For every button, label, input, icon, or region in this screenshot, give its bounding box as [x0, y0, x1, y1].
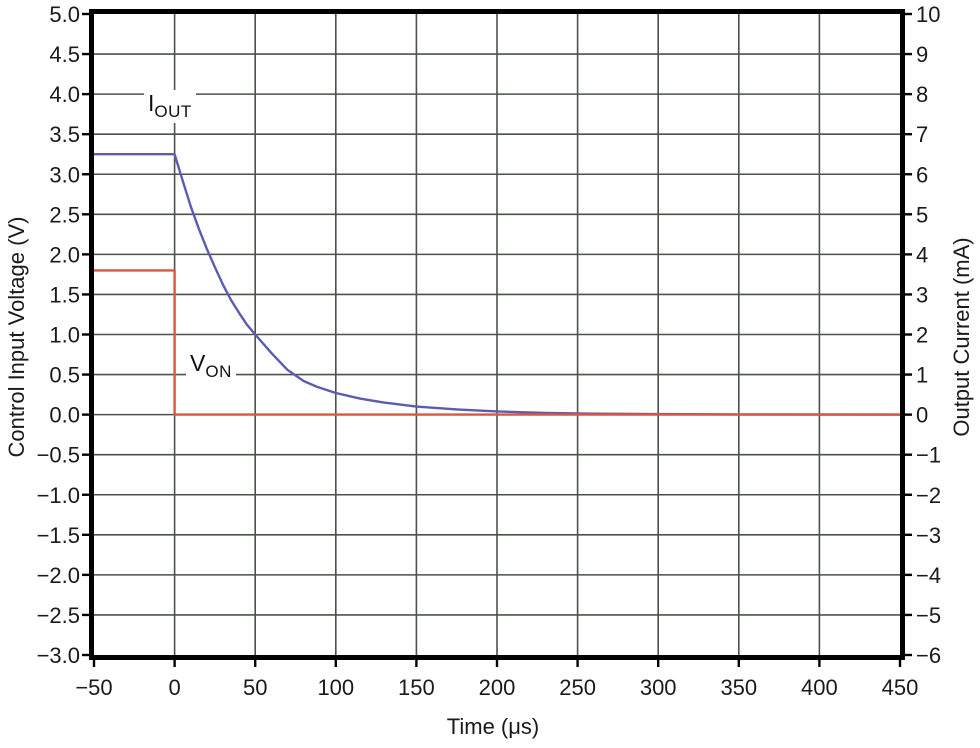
von-curve-label: VON [186, 350, 236, 383]
left-axis-tick-label: 0.5 [49, 363, 80, 388]
right-axis-tick-label: 8 [916, 82, 928, 107]
von-label-main: V [190, 350, 206, 376]
x-axis-tick-label: 50 [243, 675, 267, 700]
left-axis-tick-label: −0.5 [37, 443, 80, 468]
left-axis-tick-label: 4.5 [49, 42, 80, 67]
right-axis-tick-label: −5 [916, 603, 941, 628]
right-axis-tick-label: 1 [916, 363, 928, 388]
right-axis-title: Output Current (mA) [949, 237, 974, 437]
right-axis-tick-label: 7 [916, 122, 928, 147]
x-axis-tick-label: 0 [168, 675, 180, 700]
left-axis-tick-label: 1.5 [49, 282, 80, 307]
right-axis-tick-label: −4 [916, 563, 941, 588]
left-axis-tick-label: 2.5 [49, 202, 80, 227]
left-axis-tick-label: 1.0 [49, 323, 80, 348]
x-axis-tick-label: 100 [317, 675, 354, 700]
x-axis-tick-label: 300 [640, 675, 677, 700]
von-series-line [94, 269, 900, 416]
plot-border [89, 9, 905, 660]
left-axis-tick-label: 3.5 [49, 122, 80, 147]
right-axis-tick-label: 9 [916, 42, 928, 67]
left-axis-tick-label: −1.0 [37, 483, 80, 508]
x-axis-tick-label: 450 [882, 675, 919, 700]
left-axis-tick-label: −2.5 [37, 603, 80, 628]
x-axis-tick-label: 400 [801, 675, 838, 700]
right-axis-tick-label: −2 [916, 483, 941, 508]
x-axis-title: Time (μs) [446, 714, 540, 739]
right-axis-tick-label: 0 [916, 403, 928, 428]
left-axis-tick-label: 5.0 [49, 2, 80, 27]
left-axis-title: Control Input Voltage (V) [4, 216, 29, 458]
right-axis-tick-label: 3 [916, 282, 928, 307]
right-axis-tick-label: 2 [916, 323, 928, 348]
left-axis-tick-label: 4.0 [49, 82, 80, 107]
x-axis-tick-label: −50 [75, 675, 112, 700]
x-axis-tick-label: 150 [398, 675, 435, 700]
left-axis-tick-label: −2.0 [37, 563, 80, 588]
left-axis-tick-label: 2.0 [49, 242, 80, 267]
right-axis-tick-label: −6 [916, 643, 941, 668]
right-axis-tick-label: 5 [916, 202, 928, 227]
right-axis-tick-label: −3 [916, 523, 941, 548]
left-axis-tick-label: −1.5 [37, 523, 80, 548]
right-axis-tick-label: 6 [916, 162, 928, 187]
x-axis-tick-label: 200 [479, 675, 516, 700]
iout-curve-label: IOUT [144, 90, 196, 123]
x-axis-tick-label: 250 [559, 675, 596, 700]
von-label-sub: ON [205, 362, 232, 381]
right-axis-tick-label: 4 [916, 242, 928, 267]
iout-series-line [94, 152, 901, 416]
iout-label-main: I [148, 90, 155, 116]
left-axis-tick-label: 0.0 [49, 403, 80, 428]
left-axis-tick-label: 3.0 [49, 162, 80, 187]
iout-label-sub: OUT [154, 102, 192, 121]
right-axis-tick-label: −1 [916, 443, 941, 468]
left-axis-tick-label: −3.0 [37, 643, 80, 668]
right-axis-tick-label: 10 [916, 2, 940, 27]
x-axis-tick-label: 350 [720, 675, 757, 700]
